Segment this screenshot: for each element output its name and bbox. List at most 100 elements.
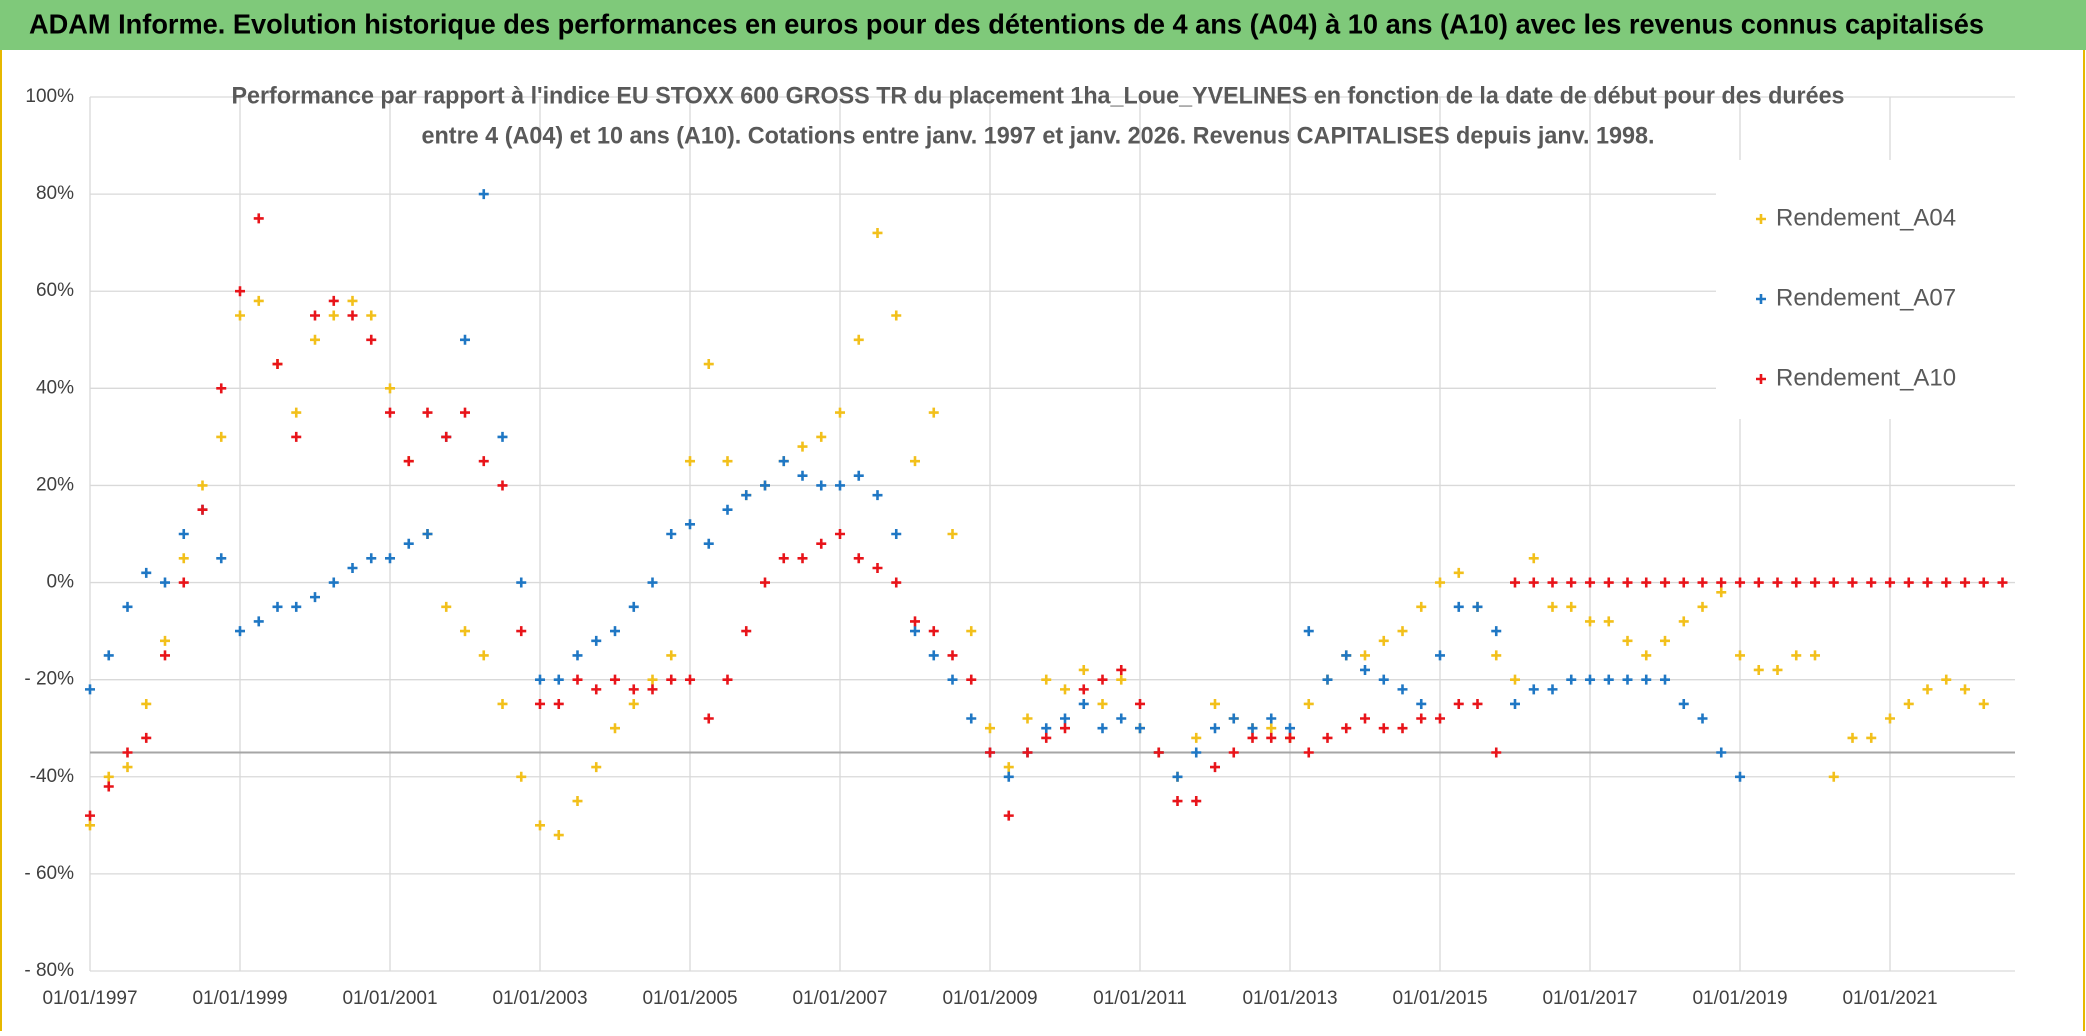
- point: [1191, 747, 1202, 758]
- point: [1866, 577, 1877, 588]
- point: [310, 334, 320, 345]
- point: [310, 592, 320, 603]
- x-tick-label: 01/01/1999: [192, 988, 287, 1009]
- point: [197, 504, 208, 515]
- point: [1735, 650, 1745, 661]
- point: [1360, 664, 1370, 675]
- header-title: ADAM Informe. Evolution historique des p…: [29, 8, 1984, 39]
- point: [216, 553, 227, 564]
- point: [685, 456, 695, 467]
- point: [1491, 747, 1502, 758]
- point: [1378, 674, 1389, 685]
- point: [1116, 664, 1127, 675]
- point: [853, 470, 864, 481]
- point: [1678, 616, 1689, 627]
- point: [366, 334, 377, 345]
- point: [1941, 577, 1952, 588]
- point: [591, 762, 602, 773]
- point: [1603, 674, 1614, 685]
- point: [310, 310, 320, 321]
- point: [460, 626, 470, 637]
- point: [1022, 747, 1033, 758]
- point: [497, 431, 508, 442]
- point: [1978, 577, 1989, 588]
- point: [478, 650, 489, 661]
- point: [1285, 732, 1295, 743]
- point: [1378, 635, 1389, 646]
- point: [1791, 577, 1802, 588]
- point: [628, 601, 639, 612]
- point: [1660, 577, 1670, 588]
- point: [1472, 698, 1483, 709]
- point: [1022, 713, 1033, 724]
- point: [1078, 698, 1089, 709]
- point: [1097, 674, 1108, 685]
- y-tick-label: - 80%: [24, 960, 74, 981]
- point: [1416, 698, 1427, 709]
- point: [160, 577, 170, 588]
- point: [103, 650, 114, 661]
- point: [160, 650, 170, 661]
- point: [535, 820, 545, 831]
- point: [253, 616, 264, 627]
- point: [572, 674, 583, 685]
- point: [253, 295, 264, 306]
- point: [1641, 674, 1652, 685]
- point: [385, 553, 395, 564]
- x-tick-label: 01/01/2015: [1392, 988, 1487, 1009]
- legend-marker: [1756, 374, 1766, 384]
- point: [1303, 698, 1314, 709]
- point: [872, 490, 883, 501]
- point: [778, 553, 789, 564]
- point: [760, 577, 770, 588]
- point: [1716, 587, 1727, 598]
- point: [966, 713, 977, 724]
- y-tick-label: 100%: [25, 86, 74, 107]
- point: [722, 456, 733, 467]
- point: [141, 567, 152, 578]
- point: [1472, 601, 1483, 612]
- x-tick-label: 01/01/2001: [342, 988, 437, 1009]
- point: [1247, 732, 1258, 743]
- point: [160, 635, 170, 646]
- point: [1510, 698, 1520, 709]
- point: [347, 310, 358, 321]
- point: [347, 295, 358, 306]
- x-tick-label: 01/01/2011: [1093, 988, 1187, 1009]
- point: [1210, 698, 1220, 709]
- point: [1116, 713, 1127, 724]
- point: [1585, 674, 1595, 685]
- point: [1360, 650, 1370, 661]
- point: [1266, 713, 1277, 724]
- legend-marker: [1756, 294, 1766, 304]
- series: [85, 213, 2008, 821]
- point: [1378, 723, 1389, 734]
- point: [1847, 577, 1858, 588]
- point: [122, 601, 133, 612]
- point: [1697, 601, 1708, 612]
- point: [647, 674, 658, 685]
- point: [1547, 577, 1558, 588]
- point: [403, 456, 414, 467]
- point: [366, 310, 377, 321]
- point: [535, 698, 545, 709]
- point: [741, 490, 752, 501]
- point: [797, 441, 808, 452]
- point: [1716, 577, 1727, 588]
- point: [347, 562, 358, 573]
- point: [1153, 747, 1164, 758]
- point: [647, 684, 658, 695]
- point: [872, 562, 883, 573]
- point: [1435, 577, 1445, 588]
- point: [891, 529, 902, 539]
- point: [122, 747, 133, 758]
- point: [1810, 577, 1820, 588]
- point: [910, 626, 920, 637]
- point: [1735, 771, 1745, 782]
- point: [610, 723, 620, 734]
- point: [141, 732, 152, 743]
- point: [1060, 713, 1070, 724]
